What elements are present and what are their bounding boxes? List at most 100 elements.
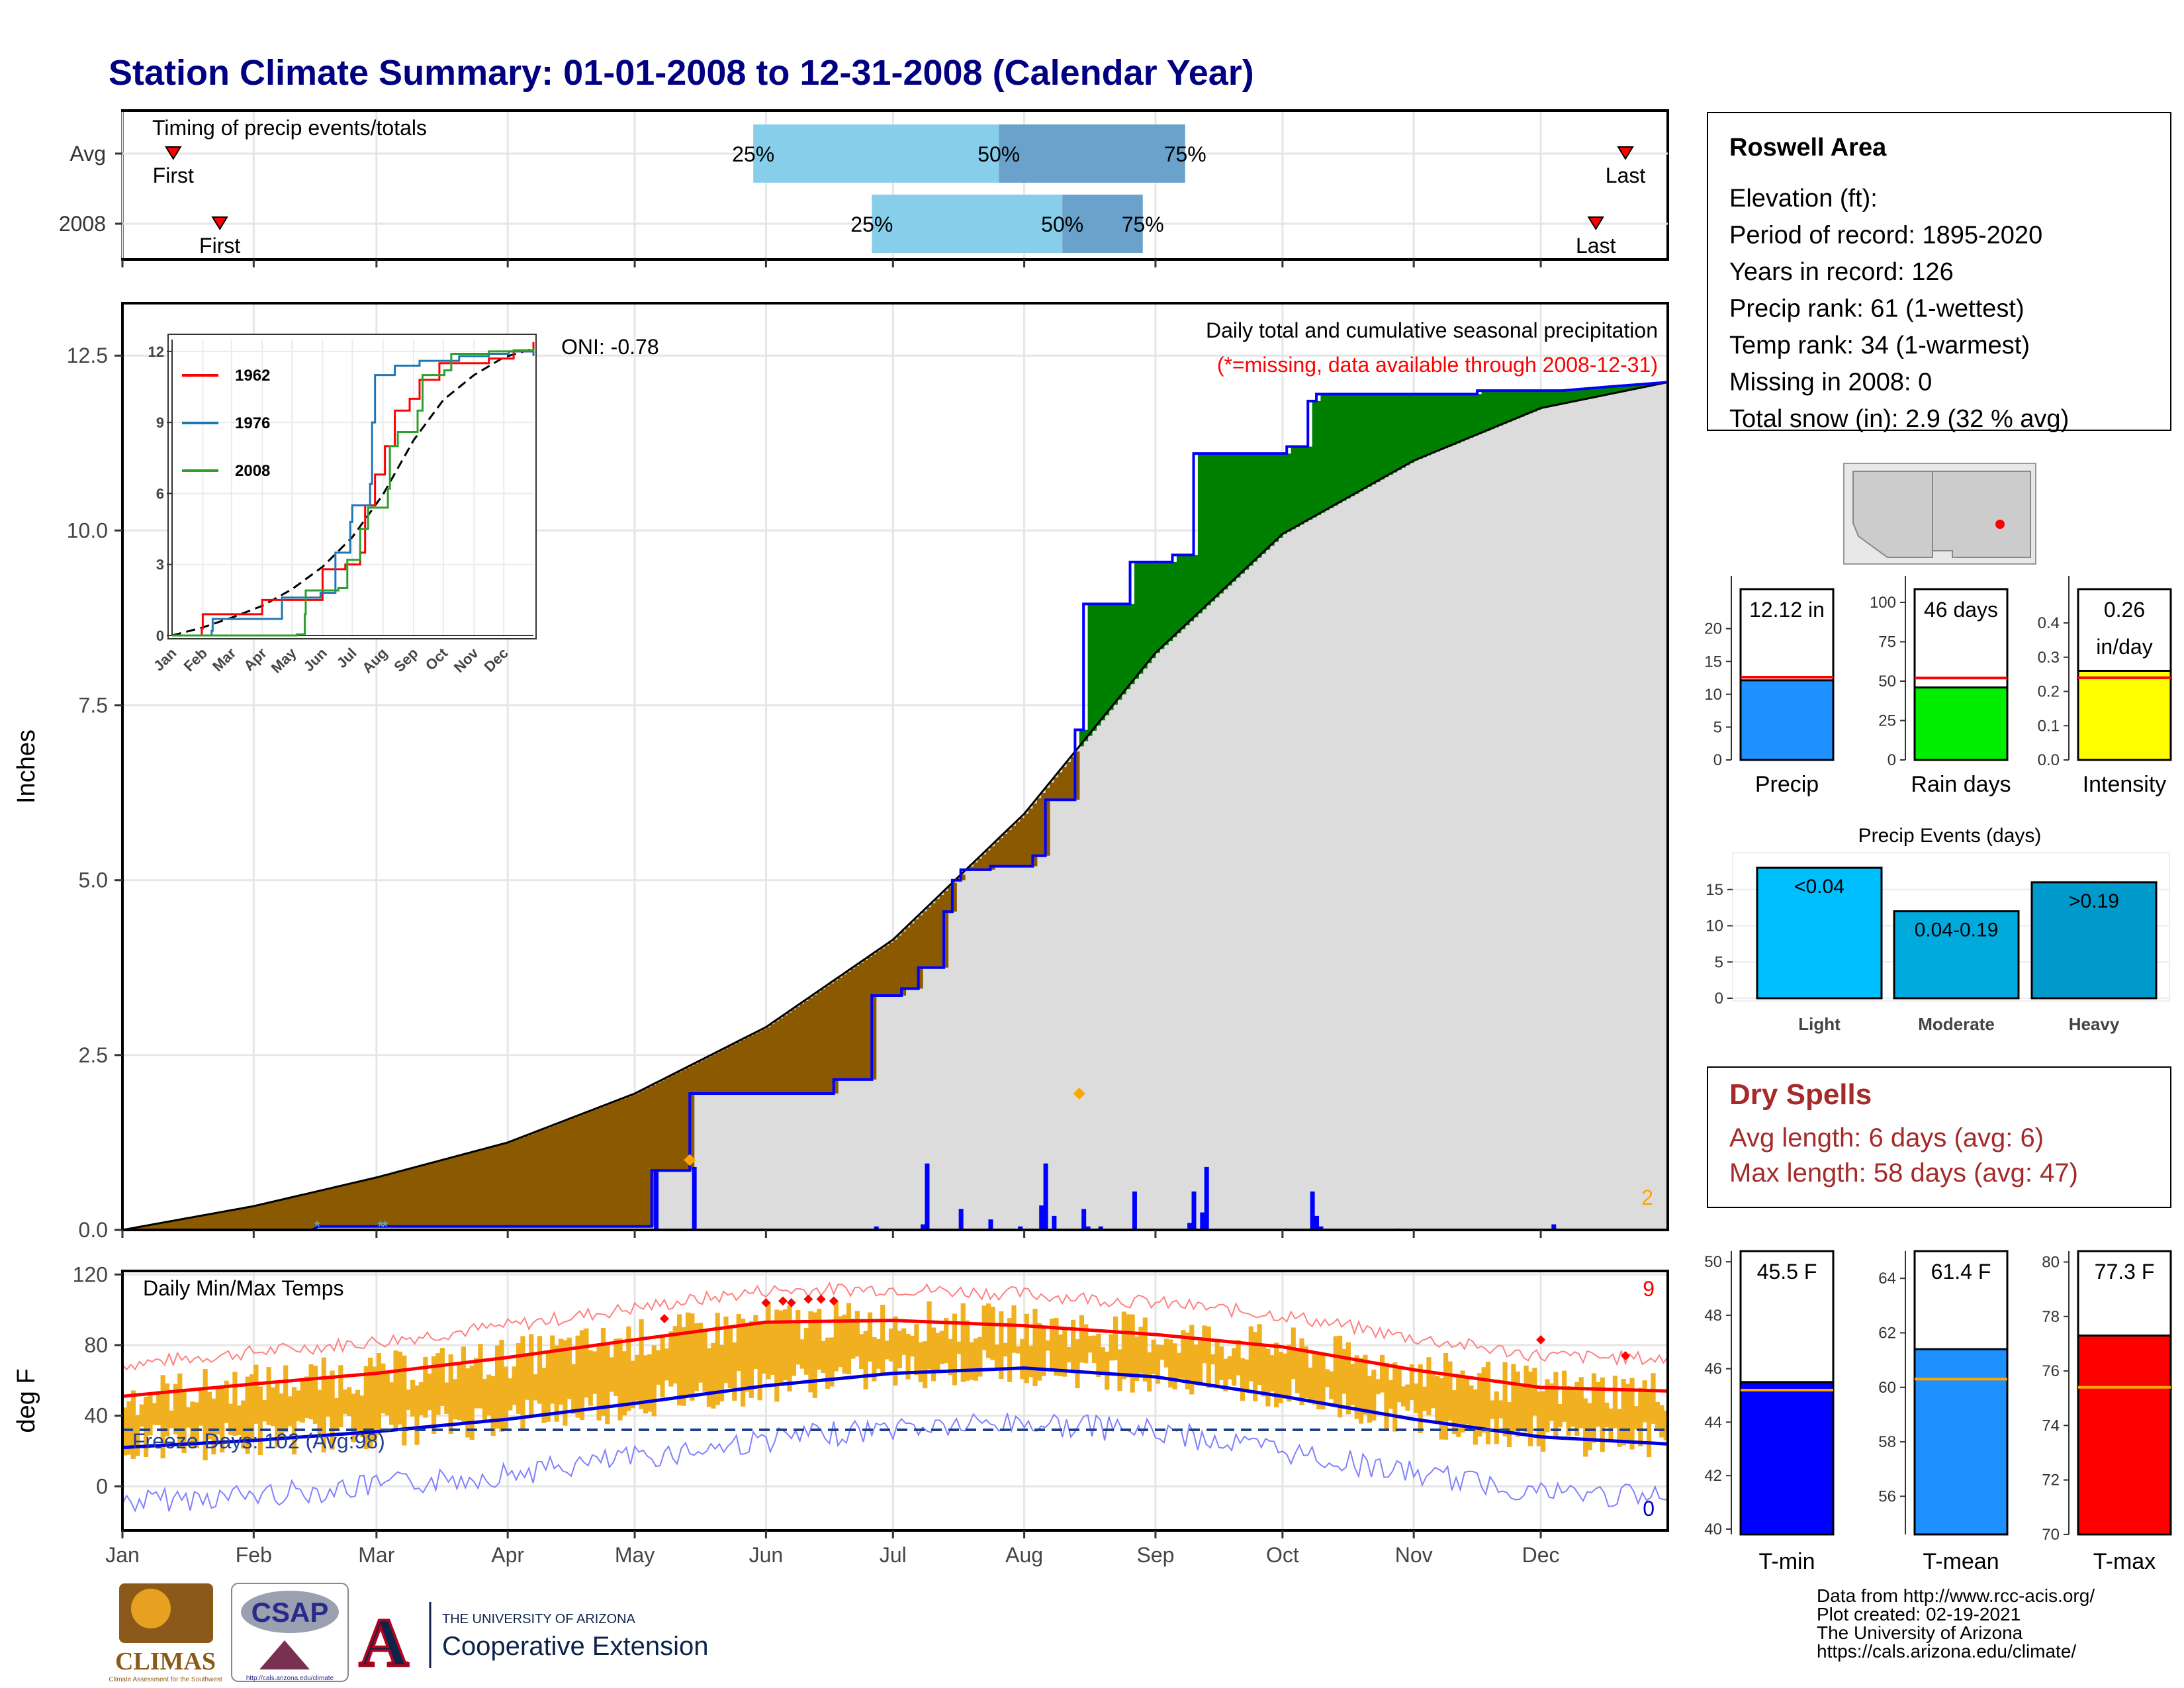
precip-caption: Daily total and cumulative seasonal prec…	[1206, 318, 1658, 342]
daily-temp-range-bar	[338, 1365, 343, 1427]
daily-temp-range-bar	[563, 1340, 568, 1426]
daily-temp-range-bar	[1324, 1369, 1330, 1387]
daily-temp-range-bar	[1587, 1403, 1592, 1450]
below-average-fill	[177, 1219, 183, 1230]
below-average-fill	[351, 1183, 356, 1227]
below-average-fill	[486, 1148, 492, 1227]
below-average-fill	[791, 1009, 796, 1094]
daily-temp-range-bar	[1405, 1384, 1410, 1411]
summary-y-tick-label: 50	[1878, 673, 1896, 690]
daily-temp-range-bar	[614, 1338, 619, 1396]
above-average-fill	[1414, 394, 1419, 461]
below-average-fill	[490, 1147, 496, 1227]
daily-temp-range-bar	[516, 1343, 522, 1414]
below-average-fill	[164, 1222, 169, 1230]
daily-temp-range-bar	[1287, 1344, 1292, 1402]
daily-temp-range-bar	[880, 1305, 886, 1376]
daily-temp-range-bar	[1028, 1346, 1034, 1378]
below-average-fill	[516, 1139, 521, 1227]
summary-value-label: 12.12 in	[1749, 598, 1825, 622]
below-average-fill	[960, 874, 966, 880]
daily-temp-range-bar	[253, 1364, 259, 1424]
below-average-fill	[600, 1106, 606, 1227]
dry-spells-frame	[1707, 1066, 2171, 1208]
below-average-fill	[397, 1172, 402, 1227]
below-average-fill	[173, 1221, 178, 1230]
daily-temp-range-bar	[719, 1344, 725, 1402]
inset-legend-label: 1962	[235, 367, 270, 385]
daily-temp-range-bar	[1155, 1344, 1161, 1384]
month-x-tick-label: Dec	[1522, 1543, 1560, 1567]
below-average-fill	[677, 1072, 682, 1171]
above-average-fill	[1189, 555, 1195, 622]
below-average-fill	[478, 1150, 483, 1227]
below-average-fill	[685, 1068, 690, 1171]
daily-temp-range-bar	[1435, 1376, 1440, 1423]
below-average-fill	[1066, 761, 1071, 800]
above-average-fill	[1371, 394, 1377, 485]
month-x-tick-label: Feb	[236, 1543, 272, 1567]
daily-temp-range-bar	[749, 1321, 754, 1398]
above-average-fill	[1151, 561, 1156, 659]
below-average-fill	[626, 1096, 631, 1227]
month-x-tick-label: Jul	[880, 1543, 907, 1567]
precip-y-tick-label: 2.5	[79, 1043, 108, 1067]
below-average-fill	[994, 842, 999, 867]
station-location-marker	[1995, 520, 2005, 529]
daily-temp-range-bar	[1121, 1311, 1126, 1380]
above-average-fill	[1257, 453, 1262, 558]
below-average-fill	[592, 1109, 598, 1227]
daily-temp-range-bar	[1070, 1319, 1076, 1372]
daily-temp-range-bar	[321, 1357, 326, 1453]
university-of-arizona-logo: A THE UNIVERSITY OF ARIZONA Cooperative …	[357, 1602, 708, 1682]
above-average-fill	[1578, 389, 1584, 400]
below-average-fill	[812, 995, 817, 1094]
above-average-fill	[1329, 394, 1334, 508]
below-average-fill	[199, 1216, 204, 1230]
temp-bar-y-tick-label: 80	[2042, 1253, 2060, 1271]
station-info-line: Period of record: 1895-2020	[1729, 222, 2042, 250]
daily-temp-range-bar	[1375, 1379, 1381, 1395]
below-average-fill	[558, 1123, 563, 1227]
daily-temp-range-bar	[1574, 1382, 1580, 1436]
below-average-fill	[660, 1080, 665, 1171]
below-average-fill	[499, 1145, 504, 1227]
daily-temp-range-bar	[452, 1379, 458, 1420]
last-event-label: Last	[1576, 234, 1616, 258]
event-bar-value-label: >0.19	[2069, 890, 2119, 912]
daily-temp-range-bar	[1261, 1346, 1267, 1397]
climas-logo-subtext: Climate Assessment for the Southwest	[109, 1676, 222, 1683]
daily-precip-bar	[1187, 1223, 1193, 1230]
daily-temp-range-bar	[203, 1369, 208, 1461]
daily-temp-range-bar	[609, 1357, 614, 1392]
below-average-fill	[952, 882, 957, 912]
below-average-fill	[508, 1142, 513, 1227]
daily-temp-range-bar	[1473, 1389, 1478, 1445]
daily-temp-range-bar	[1299, 1338, 1304, 1405]
temp-bar-y-tick-label: 64	[1878, 1270, 1896, 1288]
above-average-fill	[1481, 391, 1486, 433]
below-average-fill	[465, 1153, 471, 1227]
below-average-fill	[647, 1087, 653, 1227]
precip-panel: * ** 0.02.55.07.510.012.5 Inches Daily to…	[13, 302, 1669, 1242]
below-average-fill	[859, 962, 864, 1080]
event-bar	[1756, 867, 1883, 1000]
temp-bar-value-label: 61.4 F	[1931, 1260, 1991, 1284]
below-average-fill	[854, 966, 860, 1080]
temp-bar-y-tick-label: 40	[1704, 1521, 1722, 1538]
daily-temp-range-bar	[901, 1328, 907, 1355]
daily-temp-range-bar	[1608, 1408, 1614, 1440]
daily-temp-range-bar	[194, 1402, 199, 1448]
daily-temp-range-bar	[1647, 1391, 1652, 1458]
above-average-fill	[1379, 394, 1385, 480]
above-average-fill	[1435, 394, 1440, 452]
daily-precip-bar	[1098, 1226, 1103, 1230]
below-average-fill	[944, 890, 949, 968]
above-average-fill	[1147, 561, 1152, 663]
below-average-fill	[609, 1103, 614, 1227]
temp-bar-y-tick-label: 62	[1878, 1324, 1896, 1342]
daily-temp-range-bar	[1265, 1348, 1271, 1407]
above-average-fill	[1498, 391, 1504, 426]
record-low-count: 0	[1643, 1497, 1655, 1521]
credit-line: https://cals.arizona.edu/climate/	[1817, 1641, 2076, 1662]
